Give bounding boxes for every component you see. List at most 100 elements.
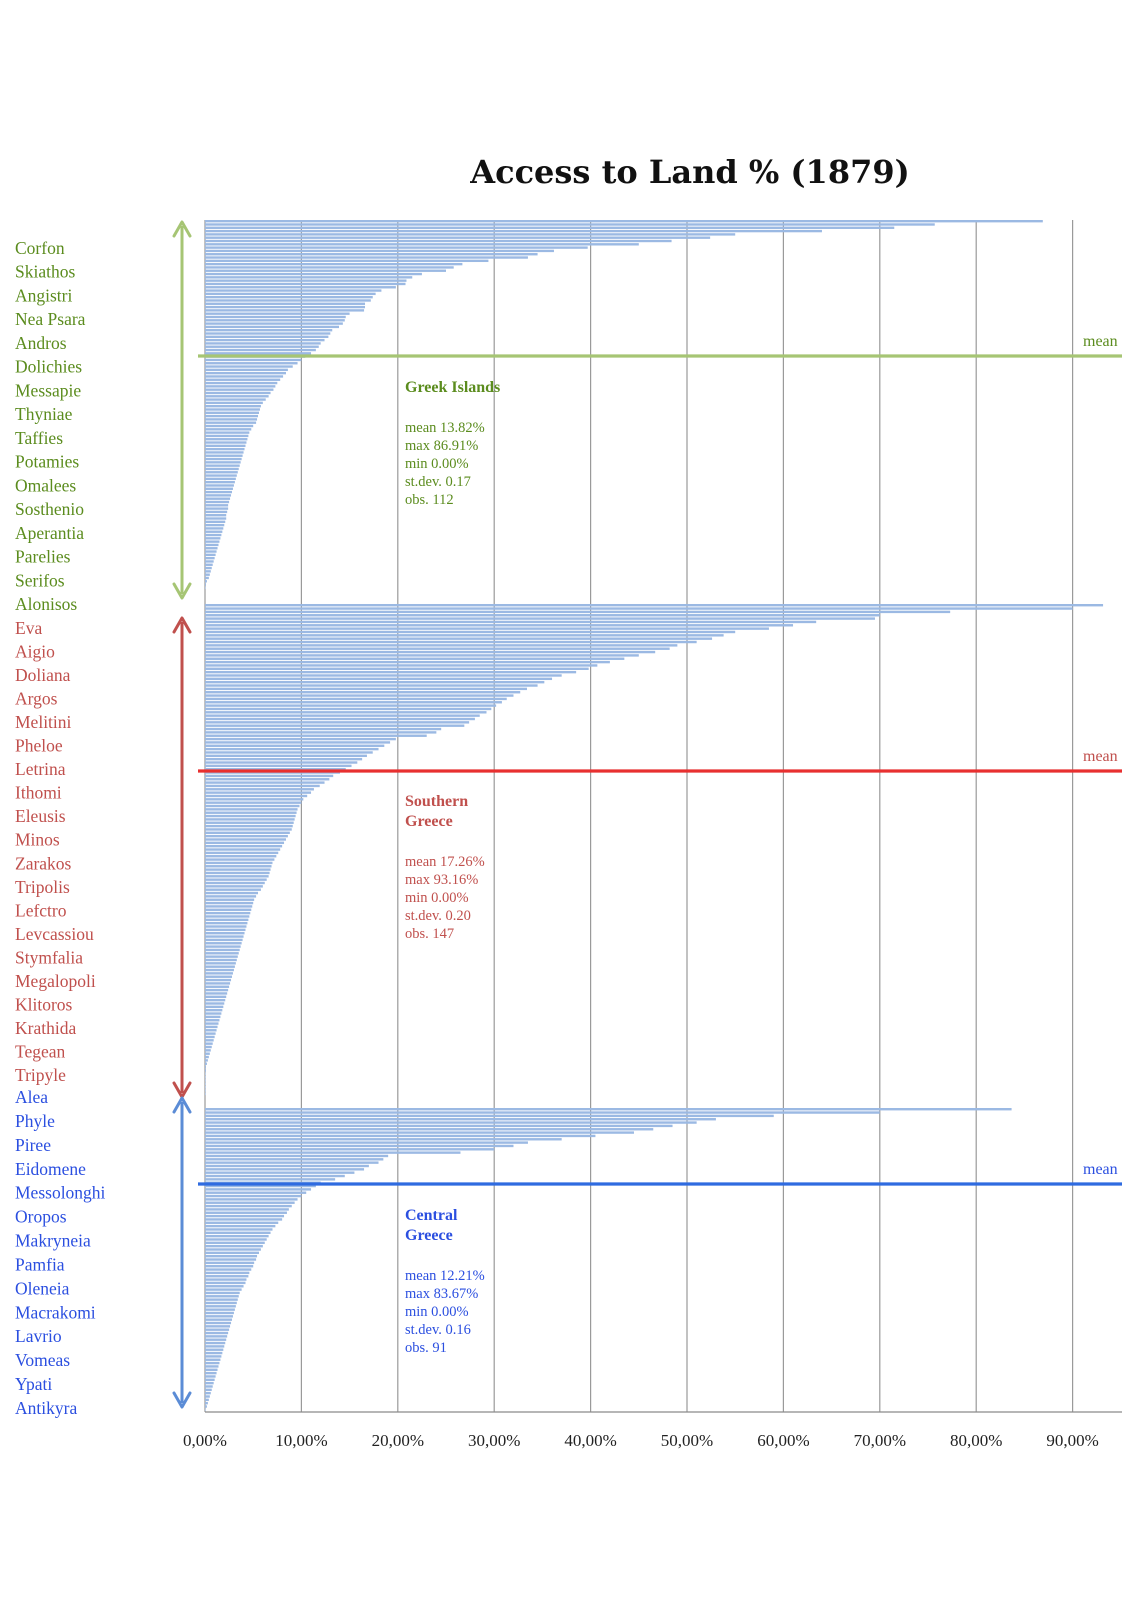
bar [205,570,211,573]
bar [205,464,240,467]
bar [205,474,237,477]
bar [205,1204,292,1208]
bar [205,358,302,362]
bar [205,664,598,667]
bar [205,1128,654,1131]
region-label: Phyle [15,1111,55,1131]
bar [205,510,228,514]
bar [205,487,233,490]
bar [205,1325,231,1328]
bar [205,1042,213,1045]
bar [205,620,817,624]
region-label: Makryneia [15,1231,91,1251]
bar [205,249,554,253]
bar [205,637,713,640]
bar [205,1052,210,1055]
bar [205,1184,316,1188]
bar [205,299,371,302]
bar [205,352,312,355]
bar [205,1015,221,1019]
bar [205,942,242,945]
bar [205,644,678,647]
bar [205,484,234,487]
bar [205,1045,212,1049]
bar [205,438,248,441]
bar [205,490,232,494]
bar [205,229,822,233]
region-label: Angistri [15,285,73,305]
bar [205,1241,265,1245]
bar [205,1039,214,1042]
region-label: Sosthenio [15,499,84,519]
bar [205,778,330,781]
bar [205,282,406,286]
bar [205,1295,239,1298]
bar [205,831,290,835]
bar [205,1121,697,1124]
bar [205,1164,369,1168]
region-label: Aperantia [15,523,84,543]
bar [205,507,229,510]
bar [205,504,229,507]
bar [205,824,293,828]
region-labels: Corfon Skiathos Angistri Nea Psara Andros Dol… [15,238,106,1418]
bar [205,764,352,768]
bar [205,781,325,784]
bar [205,851,279,855]
bar [205,1035,215,1039]
region-label: Levcassiou [15,924,94,944]
bar [205,804,300,808]
bar [205,451,244,454]
region-label: Tegean [15,1041,66,1061]
bar [205,1388,212,1392]
bar [205,335,329,339]
bar [205,952,239,955]
bar [205,576,209,580]
bar [205,1144,514,1148]
bar [205,992,228,995]
bar [205,454,243,457]
bar [205,707,492,711]
bar [205,1275,249,1278]
bar [205,945,241,948]
region-label: Pamfia [15,1254,65,1274]
x-tick-label: 80,00% [950,1431,1002,1450]
bar [205,262,463,266]
bar [205,1361,220,1365]
x-tick-label: 90,00% [1046,1431,1098,1450]
bar [205,309,365,312]
bar [205,1208,289,1211]
bar [205,444,246,448]
region-label: Nea Psara [15,309,86,329]
bar [205,935,244,938]
bar [205,784,320,788]
x-tick-label: 40,00% [564,1431,616,1450]
group-name: Greece [405,813,453,830]
bar [205,978,232,982]
mean-line-label: mean [1083,1161,1118,1178]
bar [205,757,363,761]
region-label: Tripyle [15,1065,66,1085]
bar [205,540,220,543]
x-tick-label: 30,00% [468,1431,520,1450]
bar [205,395,269,398]
bar [205,640,697,644]
bar [205,1408,206,1412]
bar [205,1194,302,1198]
bars [205,220,1104,1412]
bar [205,654,639,657]
bar [205,527,224,530]
bar [205,848,281,851]
group-stat: max 83.67% [405,1286,478,1302]
bar [205,855,277,858]
group-name: Southern [405,793,468,810]
bar [205,680,545,684]
bar [205,751,373,754]
bar [205,774,334,778]
arrow-head-up-icon [172,220,192,238]
bar [205,908,252,911]
bar [205,388,274,391]
bar [205,259,489,263]
bar [205,697,507,701]
region-label: Messapie [15,380,81,400]
